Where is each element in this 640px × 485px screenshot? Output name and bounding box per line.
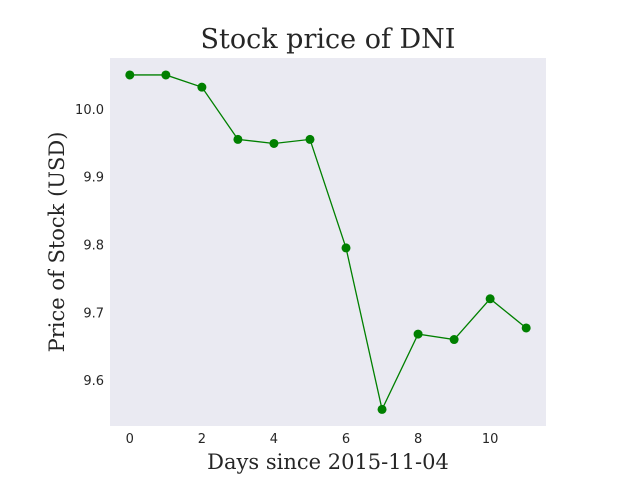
data-point bbox=[197, 82, 207, 92]
x-tick-labels: 0 2 4 6 8 10 bbox=[126, 432, 499, 447]
y-tick-label: 9.8 bbox=[83, 239, 104, 254]
x-tick-label: 8 bbox=[414, 432, 422, 447]
data-point bbox=[485, 294, 495, 304]
y-tick-label: 10.0 bbox=[75, 103, 104, 118]
data-point bbox=[377, 404, 387, 414]
x-tick-label: 0 bbox=[126, 432, 134, 447]
data-point bbox=[341, 243, 351, 253]
x-tick-label: 4 bbox=[270, 432, 278, 447]
data-point bbox=[233, 134, 243, 144]
series-layer bbox=[125, 70, 531, 414]
x-tick-label: 2 bbox=[198, 432, 206, 447]
data-point bbox=[269, 138, 279, 148]
chart-title: Stock price of DNI bbox=[201, 24, 456, 55]
data-point bbox=[521, 323, 531, 333]
x-tick-label: 10 bbox=[482, 432, 499, 447]
data-point bbox=[413, 329, 423, 339]
y-axis-label: Price of Stock (USD) bbox=[45, 132, 69, 353]
y-tick-label: 9.9 bbox=[83, 171, 104, 186]
data-point bbox=[161, 70, 171, 80]
data-point bbox=[125, 70, 135, 80]
y-tick-label: 9.6 bbox=[83, 374, 104, 389]
plot-area bbox=[110, 58, 546, 426]
x-axis-label: Days since 2015-11-04 bbox=[207, 450, 449, 474]
x-tick-label: 6 bbox=[342, 432, 350, 447]
y-tick-labels: 9.6 9.7 9.8 9.9 10.0 bbox=[75, 103, 104, 389]
y-tick-label: 9.7 bbox=[83, 306, 104, 321]
series-line bbox=[129, 74, 527, 412]
data-point bbox=[449, 335, 459, 345]
data-point bbox=[305, 134, 315, 144]
